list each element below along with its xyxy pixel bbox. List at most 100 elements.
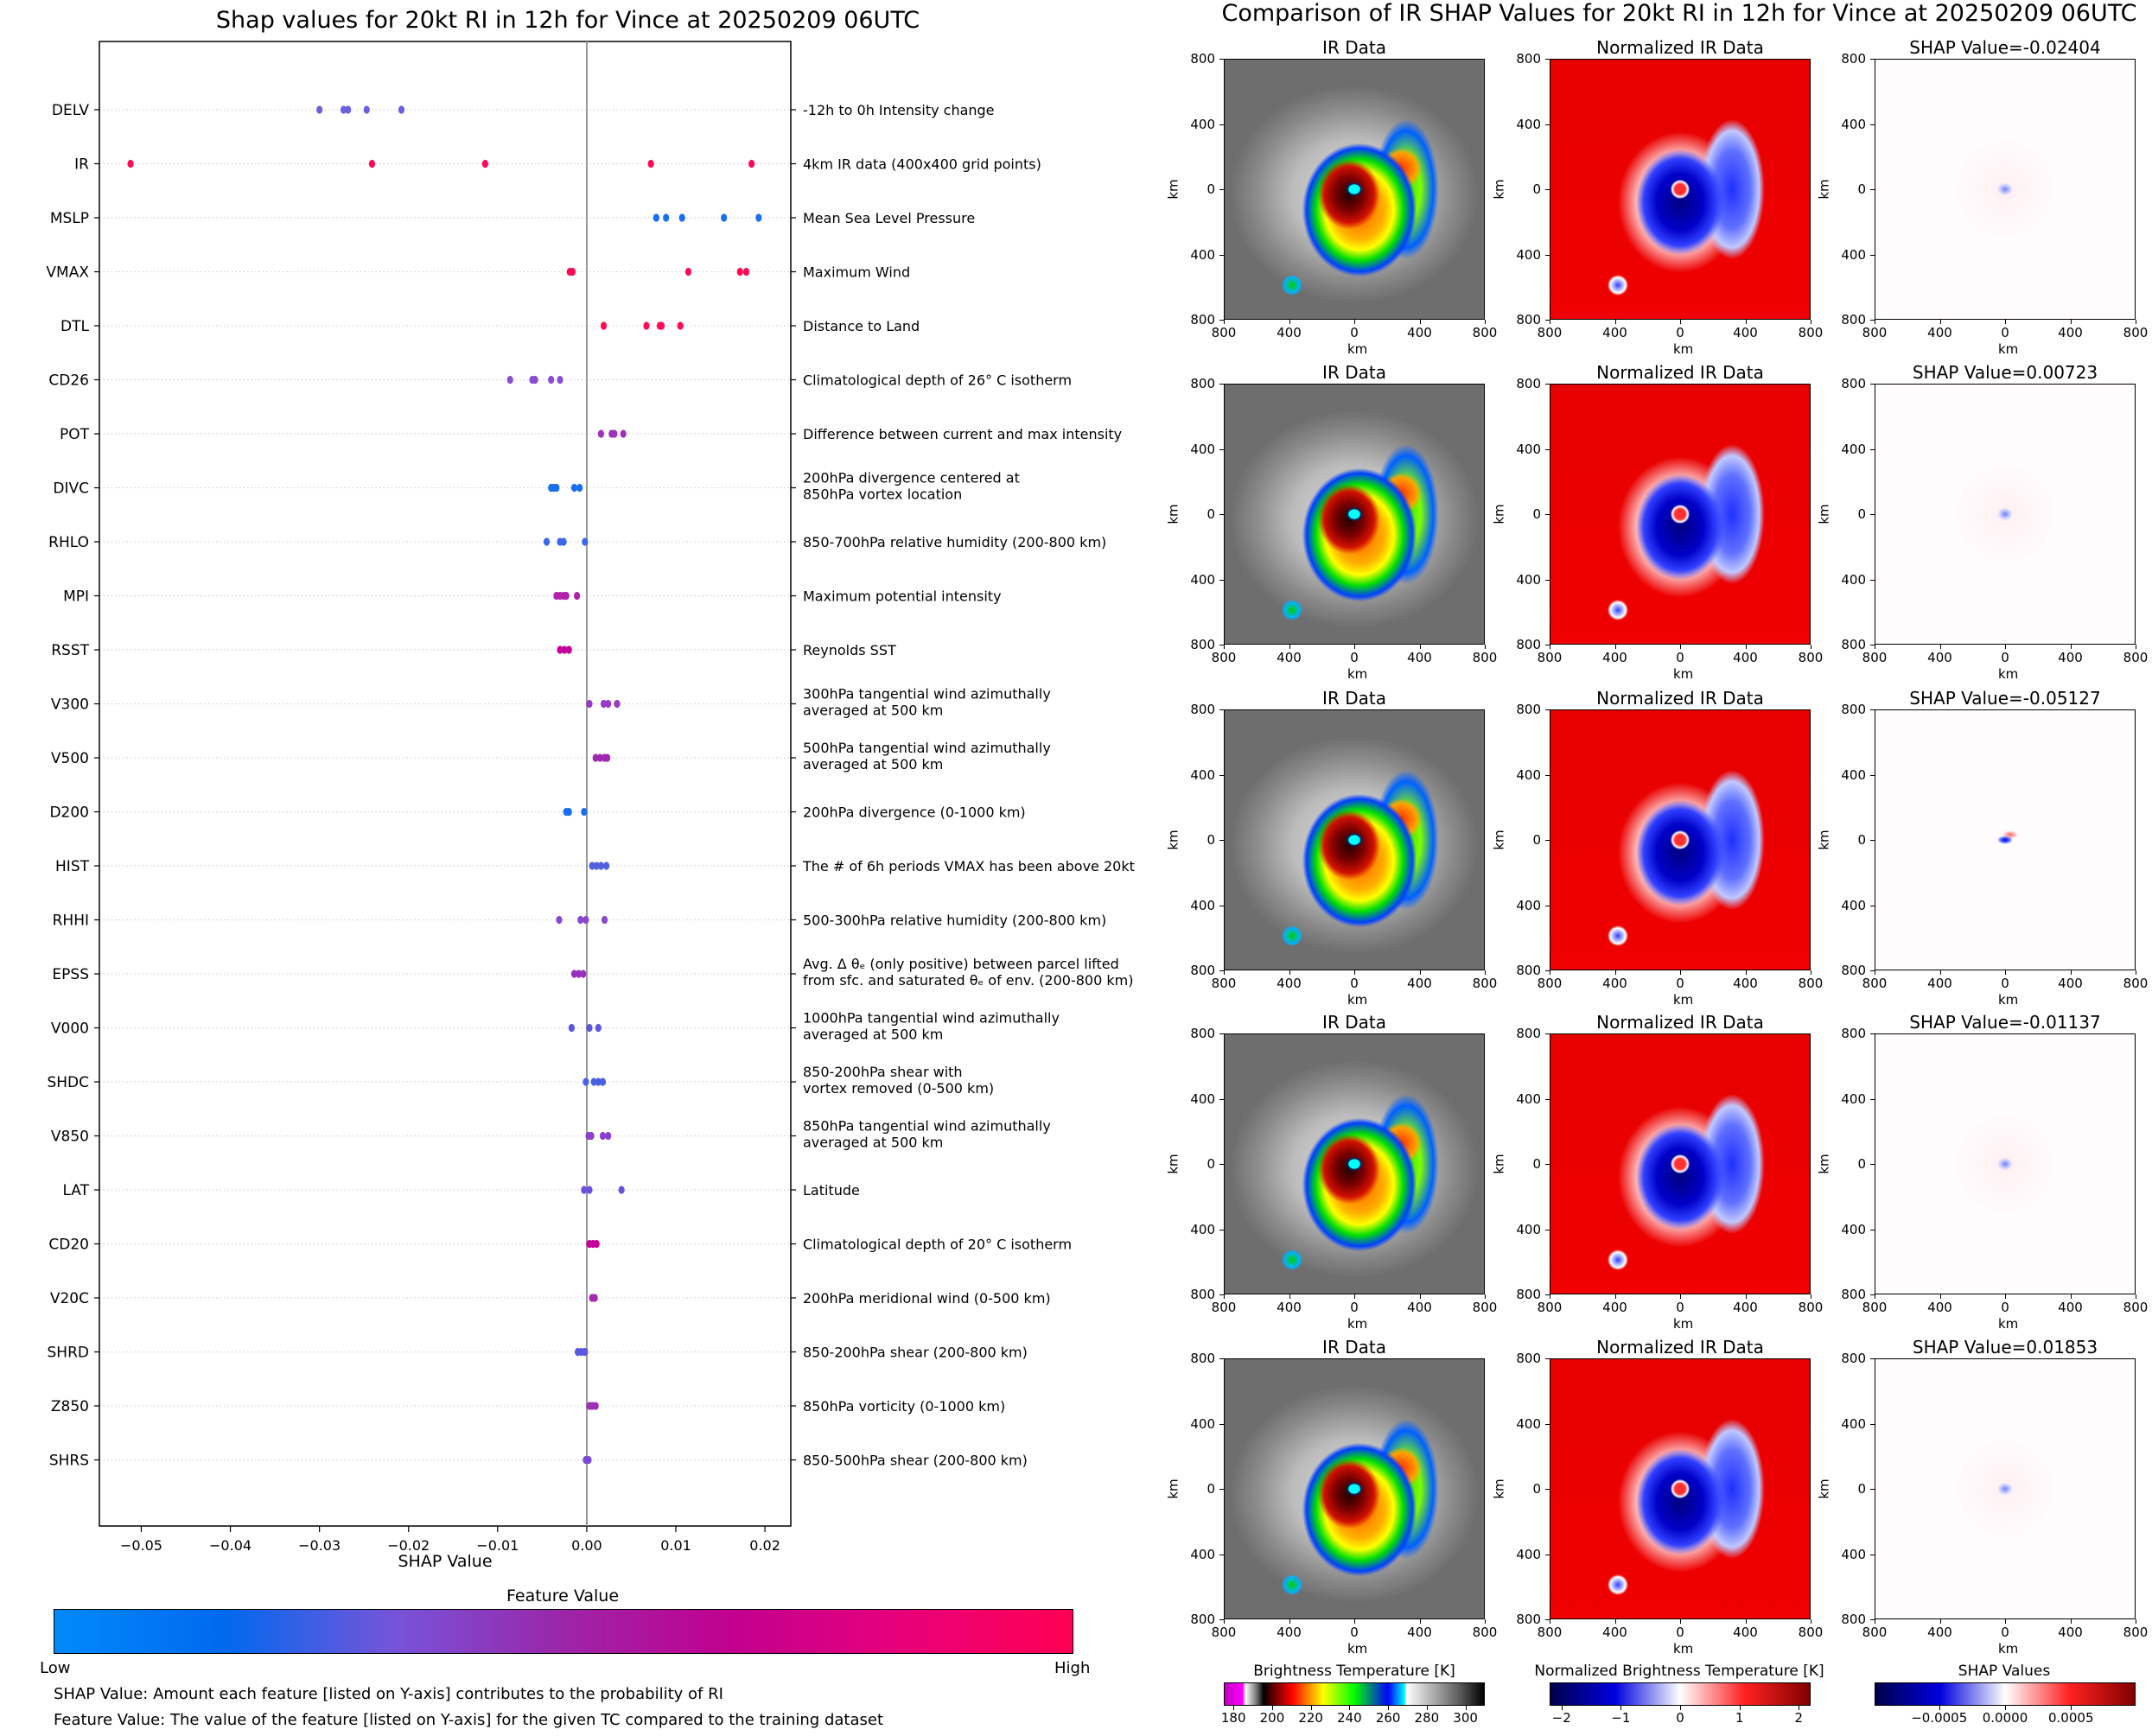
- y-tick: [1219, 254, 1224, 256]
- y-tick: [1870, 1358, 1875, 1359]
- shap-point: [599, 1078, 607, 1086]
- y-axis-label: km: [1165, 1478, 1181, 1499]
- shap-point: [647, 159, 654, 169]
- feature-description: 4km IR data (400x400 grid points): [803, 156, 1041, 173]
- x-tick-label: 800: [1472, 976, 1498, 991]
- shap-point: [553, 483, 560, 493]
- colorbar-tick: [1939, 1706, 1940, 1710]
- colorbar-tick-label: 0.0000: [1982, 1710, 2028, 1726]
- shap-point: [614, 699, 621, 709]
- normalized-ir-image: [1550, 59, 1811, 320]
- shap-point: [604, 754, 611, 762]
- x-tick-label: 800: [1472, 1625, 1498, 1640]
- shap-point: [677, 321, 684, 330]
- colorbar-tick: [1388, 1706, 1390, 1710]
- colorbar-tick-label: 300: [1453, 1710, 1478, 1726]
- colorbar-tick-label: 0.0005: [2048, 1710, 2094, 1726]
- y-tick-label: 800: [1516, 637, 1541, 652]
- normalized-ir-title: Normalized IR Data: [1596, 362, 1764, 383]
- x-tick-label: 800: [1798, 1625, 1824, 1640]
- y-tick-label: 800: [1841, 1287, 1866, 1302]
- y-tick: [1219, 124, 1224, 125]
- shap-point: [593, 1239, 600, 1249]
- y-tick-label: 400: [1841, 1221, 1866, 1237]
- feature-description: from sfc. and saturated θₑ of env. (200-…: [803, 972, 1133, 989]
- feature-description: 200hPa meridional wind (0-500 km): [803, 1290, 1051, 1307]
- y-tick-label: 400: [1516, 441, 1541, 457]
- y-tick: [1545, 1164, 1550, 1165]
- y-tick-label: 400: [1190, 441, 1215, 457]
- y-tick-label: 800: [1841, 312, 1866, 327]
- y-tick-label: 400: [1190, 1091, 1215, 1107]
- x-tick: [2070, 320, 2072, 324]
- y-tick: [1870, 1164, 1875, 1165]
- shap-point: [684, 267, 692, 277]
- colorbar-tick-label: 0: [1676, 1710, 1684, 1726]
- shap-point: [590, 1078, 597, 1086]
- x-tick: [2070, 645, 2072, 649]
- x-tick-label: 400: [2058, 1300, 2083, 1315]
- x-tick-label: 800: [1537, 1300, 1563, 1315]
- x-tick: [1289, 1294, 1290, 1299]
- shap-point: [127, 159, 134, 169]
- y-tick: [1219, 1423, 1224, 1425]
- shap-point: [345, 105, 352, 114]
- y-tick-label: 0: [1857, 1481, 1866, 1497]
- y-tick-label: 400: [1190, 571, 1215, 588]
- x-axis-label: km: [1673, 1641, 1694, 1657]
- x-tick-label: 400: [1927, 976, 1952, 991]
- shap-point: [583, 915, 589, 925]
- y-tick: [1219, 1358, 1224, 1359]
- y-tick: [1870, 1098, 1875, 1100]
- x-tick: [1224, 645, 1225, 649]
- y-tick-label: 0: [1532, 181, 1541, 197]
- x-tick: [1419, 1619, 1421, 1624]
- shap-value-title: SHAP Value=0.00723: [1912, 362, 2098, 383]
- ir-comparison-title: Comparison of IR SHAP Values for 20kt RI…: [1221, 0, 2137, 27]
- shap-point: [592, 754, 599, 762]
- shap-point: [340, 105, 347, 114]
- colorbar-tick: [1561, 1706, 1563, 1710]
- x-tick-label: 400: [1602, 976, 1627, 991]
- y-axis-label: km: [1816, 1154, 1832, 1174]
- feature-description: 850hPa tangential wind azimuthally: [803, 1118, 1051, 1135]
- feature-description: Distance to Land: [803, 318, 920, 334]
- feature-value-colorbar-title: Feature Value: [506, 1587, 620, 1606]
- colorbar-tick: [1426, 1706, 1428, 1710]
- y-tick: [1545, 579, 1550, 581]
- plot-frame: [99, 41, 792, 1527]
- y-tick: [1545, 1489, 1550, 1490]
- feature-description: averaged at 500 km: [803, 756, 943, 773]
- y-tick: [1545, 384, 1550, 385]
- y-tick-label: 400: [1841, 1091, 1866, 1107]
- colorbar-tick: [1271, 1706, 1273, 1710]
- x-tick-label: 400: [1602, 325, 1627, 340]
- x-tick-label: 400: [1277, 1625, 1302, 1640]
- x-tick-label: 400: [1277, 650, 1302, 665]
- y-axis-label: km: [1491, 830, 1507, 850]
- y-tick-label: 800: [1190, 312, 1215, 327]
- normalized-ir-image: [1550, 709, 1811, 970]
- shap-point: [585, 1455, 592, 1465]
- feature-label: V20C: [50, 1290, 89, 1307]
- y-axis-label: km: [1816, 179, 1832, 200]
- x-axis-label: SHAP Value: [398, 1552, 493, 1571]
- x-tick-label: 400: [1277, 1300, 1302, 1315]
- x-axis-label: km: [1673, 666, 1694, 682]
- y-tick: [1219, 448, 1224, 450]
- y-axis-label: km: [1816, 504, 1832, 525]
- y-tick-label: 0: [1532, 832, 1541, 848]
- y-tick-label: 800: [1190, 51, 1215, 67]
- feature-label: SHDC: [47, 1074, 89, 1091]
- x-tick-label: 0: [2001, 325, 2009, 340]
- brightness-temperature-colorbar: [1224, 1682, 1485, 1706]
- shap-point: [595, 1023, 602, 1033]
- x-tick-label: 800: [1798, 650, 1824, 665]
- y-tick: [1219, 1294, 1224, 1295]
- y-tick: [1219, 1098, 1224, 1100]
- x-axis-label: km: [1347, 1316, 1368, 1332]
- x-tick: [1289, 1619, 1290, 1624]
- x-tick-label: 400: [2058, 650, 2083, 665]
- shap-point: [663, 213, 670, 222]
- x-tick-label: 400: [2058, 976, 2083, 991]
